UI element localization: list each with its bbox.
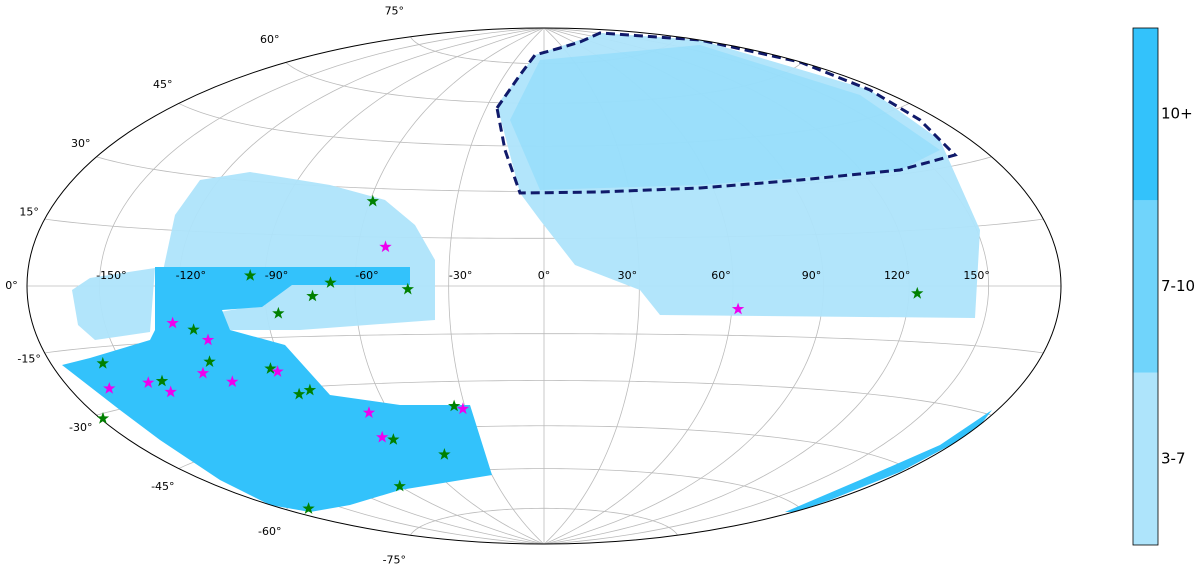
star-marker bbox=[393, 479, 406, 492]
star-marker bbox=[96, 412, 110, 424]
colorbar: 3-7 7-10 10+ bbox=[1132, 27, 1195, 546]
lat-label: 75° bbox=[385, 4, 405, 17]
lat-label: -15° bbox=[17, 353, 40, 366]
colorbar-label: 3-7 bbox=[1161, 449, 1186, 467]
star-marker bbox=[303, 383, 317, 396]
lon-label: 30° bbox=[618, 269, 638, 282]
star-marker bbox=[292, 387, 306, 400]
lat-label: -45° bbox=[151, 480, 174, 493]
colorbar-segment bbox=[1133, 372, 1158, 545]
lon-label: -120° bbox=[176, 269, 206, 282]
map-boundary bbox=[26, 27, 1062, 545]
lat-label: -30° bbox=[69, 421, 92, 434]
lon-label: 120° bbox=[884, 269, 911, 282]
star-marker bbox=[203, 355, 216, 367]
star-marker bbox=[272, 306, 285, 319]
region-mid bbox=[510, 45, 940, 190]
lon-label: 150° bbox=[963, 269, 990, 282]
lon-label: 0° bbox=[538, 269, 551, 282]
star-marker bbox=[271, 365, 284, 377]
star-marker bbox=[164, 385, 177, 398]
region-light bbox=[160, 172, 435, 330]
region-strip bbox=[785, 410, 992, 512]
graticule-labels: 75° 60° 45° 30° 15° 0° -15° -30° -45° -60° -75° -15… bbox=[5, 4, 990, 566]
lon-label: 60° bbox=[711, 269, 731, 282]
star-marker bbox=[362, 406, 376, 418]
star-marker bbox=[387, 433, 400, 445]
star-marker bbox=[226, 375, 239, 387]
star-marker bbox=[302, 502, 315, 514]
colorbar-segment bbox=[1133, 28, 1158, 201]
lon-label: -60° bbox=[355, 269, 378, 282]
lon-label: -90° bbox=[265, 269, 288, 282]
star-marker bbox=[324, 276, 337, 288]
lat-label: 60° bbox=[260, 33, 280, 46]
region-light bbox=[72, 268, 155, 340]
star-marker bbox=[306, 289, 319, 302]
colorbar-segment bbox=[1133, 200, 1158, 373]
star-marker bbox=[142, 376, 155, 388]
survey-regions bbox=[62, 31, 992, 512]
lat-label: 30° bbox=[71, 137, 91, 150]
star-marker bbox=[155, 374, 169, 387]
lon-label: -150° bbox=[96, 269, 126, 282]
star-marker bbox=[379, 240, 392, 253]
star-marker bbox=[264, 362, 277, 374]
lat-label: -75° bbox=[383, 554, 406, 567]
lon-label: 90° bbox=[802, 269, 822, 282]
lat-label: -60° bbox=[258, 525, 281, 538]
star-marker bbox=[376, 430, 389, 443]
star-marker bbox=[166, 316, 179, 329]
star-marker bbox=[401, 282, 414, 295]
colorbar-label: 7-10 bbox=[1161, 277, 1195, 295]
markers bbox=[96, 194, 924, 514]
lon-label: -30° bbox=[449, 269, 472, 282]
star-marker bbox=[448, 399, 461, 412]
star-marker bbox=[366, 194, 379, 207]
star-marker bbox=[196, 366, 210, 379]
star-marker bbox=[96, 356, 109, 369]
star-marker bbox=[911, 286, 924, 299]
lat-label: 0° bbox=[5, 279, 18, 292]
star-marker bbox=[244, 269, 257, 281]
star-marker bbox=[201, 333, 215, 346]
star-marker bbox=[438, 448, 451, 460]
star-marker bbox=[187, 323, 200, 335]
lat-label: 45° bbox=[153, 78, 173, 91]
colorbar-label: 10+ bbox=[1161, 105, 1193, 123]
star-marker bbox=[731, 302, 745, 315]
colorbar-frame bbox=[1132, 27, 1159, 546]
lat-label: 15° bbox=[19, 205, 39, 218]
star-marker bbox=[103, 382, 116, 394]
region-dark bbox=[62, 267, 492, 512]
star-marker bbox=[456, 402, 470, 415]
footprint-outline bbox=[495, 31, 958, 195]
region-light bbox=[497, 33, 980, 318]
